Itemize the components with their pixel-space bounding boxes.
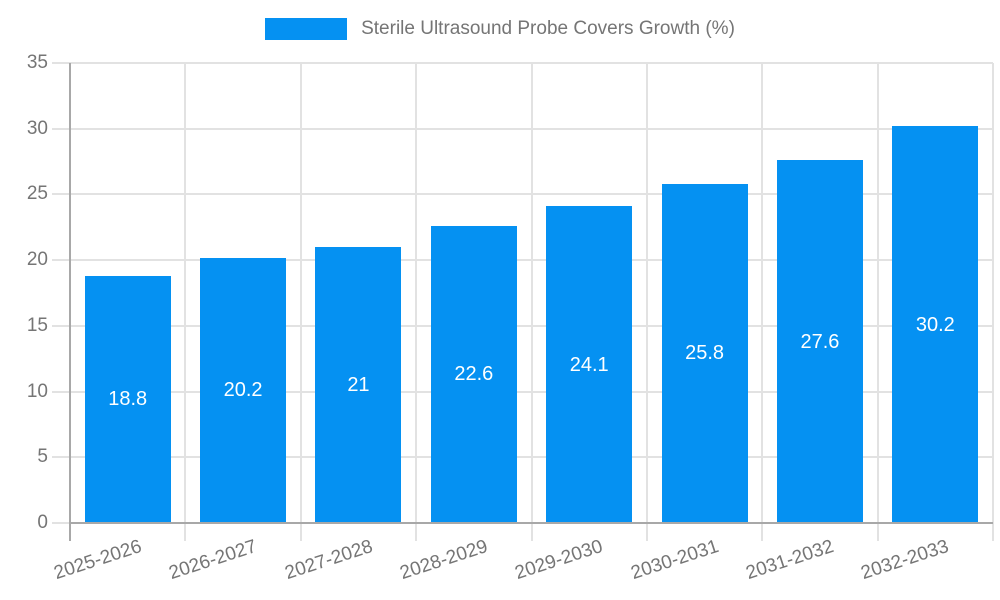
h-gridline (52, 324, 993, 327)
x-tick-label: 2027-2028 (282, 536, 375, 585)
h-gridline (52, 127, 993, 130)
x-tick-label: 2030-2031 (628, 536, 722, 585)
x-axis-baseline (70, 522, 993, 524)
h-gridline (52, 62, 993, 64)
bar[interactable] (776, 160, 863, 523)
legend-swatch (265, 18, 348, 40)
v-gridline (992, 63, 994, 541)
v-gridline (530, 63, 533, 541)
h-gridline (52, 259, 993, 262)
bar[interactable] (200, 257, 287, 523)
v-gridline (184, 63, 187, 541)
bar[interactable] (430, 225, 517, 523)
bar-value-label: 27.6 (800, 330, 840, 353)
v-gridline (645, 63, 648, 541)
y-tick-label: 5 (37, 446, 48, 468)
y-axis-line (69, 63, 71, 541)
y-tick-label: 0 (37, 512, 48, 533)
y-tick-label: 25 (26, 183, 48, 205)
v-gridline (761, 63, 764, 541)
h-gridline (52, 390, 993, 393)
x-tick-label: 2029-2030 (512, 536, 606, 585)
y-tick-label: 10 (26, 380, 48, 402)
bar[interactable] (315, 247, 402, 523)
v-gridline (299, 63, 302, 541)
bar[interactable] (546, 206, 633, 523)
bar-value-label: 22.6 (454, 363, 494, 386)
x-tick-label: 2025-2026 (51, 536, 145, 585)
h-gridline (52, 456, 993, 459)
v-gridline (876, 63, 879, 541)
x-tick-label: 2026-2027 (166, 536, 260, 585)
legend-label: Sterile Ultrasound Probe Covers Growth (… (361, 18, 735, 39)
bar[interactable] (661, 183, 748, 523)
bar-value-label: 24.1 (569, 353, 609, 376)
bar[interactable] (84, 275, 171, 523)
y-tick-label: 35 (26, 52, 48, 73)
bar-value-label: 21 (347, 374, 370, 396)
x-tick-label: 2028-2029 (397, 536, 491, 585)
h-gridline (52, 193, 993, 196)
x-tick-label: 2031-2032 (743, 536, 837, 585)
bar-value-label: 20.2 (223, 379, 263, 402)
bar-value-label: 30.2 (915, 313, 955, 336)
x-tick-label: 2032-2033 (858, 536, 952, 585)
y-tick-label: 30 (26, 117, 48, 139)
bar-value-label: 18.8 (108, 388, 148, 411)
bar[interactable] (892, 126, 979, 523)
y-tick-label: 20 (26, 249, 48, 271)
chart-legend: Sterile Ultrasound Probe Covers Growth (… (0, 18, 1000, 40)
v-gridline (415, 63, 418, 541)
y-tick-label: 15 (26, 314, 48, 336)
bar-value-label: 25.8 (685, 342, 725, 365)
